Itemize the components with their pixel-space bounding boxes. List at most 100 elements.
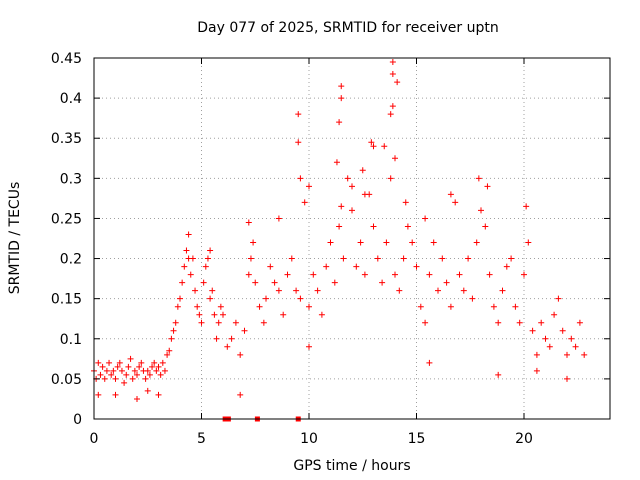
data-point (525, 239, 532, 246)
data-point (387, 111, 394, 118)
data-point (533, 367, 540, 374)
data-point (331, 279, 338, 286)
data-point (443, 279, 450, 286)
data-point (161, 367, 168, 374)
data-point (529, 327, 536, 334)
data-point (306, 183, 312, 190)
data-point (460, 287, 467, 294)
data-point (394, 79, 401, 86)
data-point (198, 319, 205, 326)
data-point (559, 327, 566, 334)
data-point (389, 71, 396, 78)
data-point (112, 391, 119, 398)
data-point (430, 239, 437, 246)
data-point (306, 343, 312, 350)
data-point (202, 263, 209, 270)
data-point (217, 303, 224, 310)
data-point (187, 271, 194, 278)
data-point (512, 303, 519, 310)
data-point (295, 139, 302, 146)
data-point (426, 271, 433, 278)
data-point (521, 271, 527, 278)
data-point (523, 203, 530, 210)
data-point (318, 311, 325, 318)
data-point (336, 223, 343, 230)
data-point (413, 263, 420, 270)
data-point (475, 175, 482, 182)
data-point (103, 367, 110, 374)
data-point (392, 155, 398, 162)
data-point (245, 219, 252, 226)
data-point (155, 391, 162, 398)
data-point (157, 371, 164, 378)
data-point (99, 363, 106, 370)
data-point (149, 363, 156, 370)
data-point (516, 319, 523, 326)
data-point (101, 375, 108, 382)
data-point (97, 371, 104, 378)
data-point (389, 103, 396, 110)
data-point (447, 191, 454, 198)
data-point (288, 255, 295, 262)
data-point (383, 239, 390, 246)
data-point (338, 95, 345, 102)
data-point (495, 319, 502, 326)
data-point (95, 359, 102, 366)
data-point (357, 239, 364, 246)
data-point (127, 355, 134, 362)
data-point (179, 279, 186, 286)
data-point (211, 311, 218, 318)
data-point (435, 287, 441, 294)
data-point (538, 319, 545, 326)
data-point (576, 319, 583, 326)
data-point (164, 351, 171, 358)
data-point (368, 139, 375, 146)
data-point (295, 111, 302, 118)
data-point (490, 303, 497, 310)
x-tick-label: 0 (90, 431, 99, 447)
data-point (237, 391, 244, 398)
data-point (129, 375, 136, 382)
data-point (568, 335, 575, 342)
data-point (204, 255, 211, 262)
data-point (469, 295, 476, 302)
data-point (422, 319, 429, 326)
y-tick-label: 0.1 (60, 332, 82, 348)
data-point (297, 295, 304, 302)
data-point (486, 271, 493, 278)
data-point (310, 271, 317, 278)
data-point (546, 343, 553, 350)
x-tick-label: 20 (515, 431, 533, 447)
data-point (482, 223, 489, 230)
y-tick-label: 0.05 (51, 372, 82, 388)
data-point (183, 247, 190, 254)
data-point (452, 199, 459, 206)
data-point (220, 311, 226, 318)
data-point (153, 367, 160, 374)
data-point (168, 335, 175, 342)
data-point (271, 279, 278, 286)
data-point (422, 215, 429, 222)
plot-frame (93, 57, 611, 420)
data-point (114, 363, 121, 370)
data-point (106, 359, 113, 366)
data-point (503, 263, 510, 270)
data-point (359, 167, 366, 174)
data-point (564, 375, 570, 382)
data-point (400, 255, 407, 262)
data-point (374, 255, 381, 262)
y-axis-label: SRMTID / TECUs (7, 182, 23, 295)
data-point (297, 175, 304, 182)
data-point (581, 351, 588, 358)
data-point (338, 203, 345, 210)
data-point (136, 363, 143, 370)
data-point (250, 239, 257, 246)
y-tick-label: 0.2 (60, 252, 82, 268)
data-point (170, 327, 177, 334)
data-point (275, 215, 282, 222)
data-point (215, 319, 222, 326)
data-point (392, 271, 398, 278)
x-tick-label: 5 (197, 431, 206, 447)
x-tick-label: 10 (300, 431, 318, 447)
data-point (181, 263, 188, 270)
